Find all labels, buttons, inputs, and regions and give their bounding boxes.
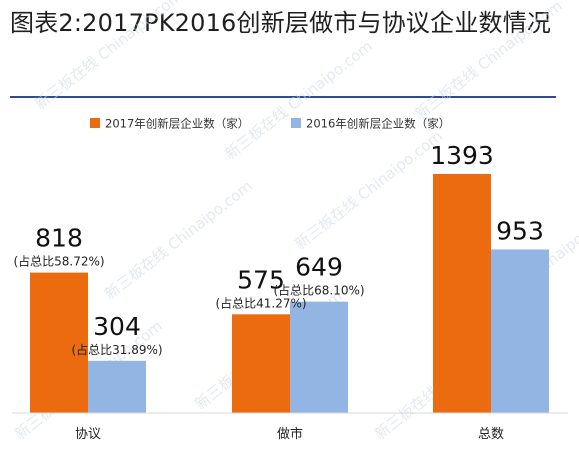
legend-label-2: 2016年创新层企业数（家）: [306, 117, 450, 131]
legend-swatch-1: [90, 118, 100, 128]
data-labels: 818(占总比58.72%) 304(占总比31.89%) 575(占总比41.27…: [13, 141, 543, 357]
x-tick-label: 总数: [478, 427, 504, 442]
x-tick-label: 做市: [277, 426, 303, 442]
value-label: 953: [496, 216, 544, 245]
bar-1-2: [232, 314, 290, 413]
bar-1-3: [433, 173, 491, 413]
share-label: (占总比41.27%): [215, 295, 306, 310]
x-tick-label: 协议: [75, 427, 101, 442]
watermark-text: 新三板在线 Chinaipo.com: [411, 0, 566, 123]
title-divider: [10, 96, 556, 98]
value-label: 1393: [430, 141, 494, 170]
share-label: (占总比58.72%): [13, 254, 104, 269]
share-label: (占总比68.10%): [273, 283, 364, 298]
value-label: 575: [237, 265, 285, 294]
legend: 2017年创新层企业数（家） 2016年创新层企业数（家）: [90, 117, 450, 131]
value-label: 304: [93, 312, 141, 341]
share-label: (占总比31.89%): [71, 342, 162, 357]
bar-2-2: [290, 301, 348, 413]
watermark-text: 新三板在线 Chinaipo.com: [31, 0, 186, 113]
legend-swatch-2: [291, 118, 301, 128]
bar-2-3: [491, 249, 549, 413]
legend-label-1: 2017年创新层企业数（家）: [105, 117, 249, 131]
chart-title: 图表2:2017PK2016创新层做市与协议企业数情况: [10, 9, 552, 37]
value-label: 649: [295, 253, 343, 282]
watermark-text: 新三板在线 Chinaipo.com: [101, 177, 256, 303]
bars: [30, 173, 549, 413]
value-label: 818: [35, 224, 83, 253]
bar-1-1: [30, 272, 88, 413]
watermark-text: 新三板在线 Chinaipo.com: [291, 127, 446, 253]
x-tick-labels: 协议 做市 总数: [75, 426, 504, 442]
watermark-text: 新三板在线 Chinaipo.com: [221, 37, 376, 163]
bar-2-1: [88, 360, 146, 413]
